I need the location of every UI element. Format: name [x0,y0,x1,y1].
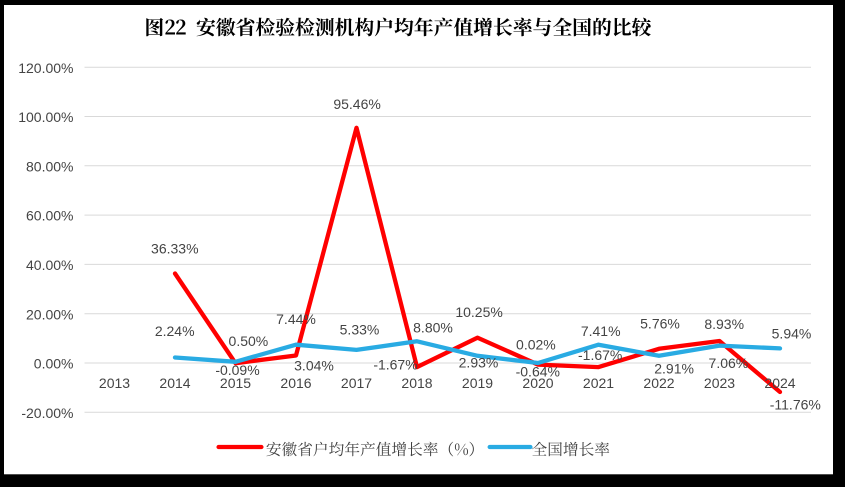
svg-text:7.44%: 7.44% [276,311,316,327]
svg-text:2023: 2023 [704,375,735,391]
svg-text:100.00%: 100.00% [18,109,73,125]
svg-text:95.46%: 95.46% [333,96,380,112]
svg-text:0.02%: 0.02% [516,336,556,352]
svg-text:2.24%: 2.24% [155,323,195,339]
svg-text:2016: 2016 [280,375,311,391]
svg-text:2015: 2015 [220,375,251,391]
svg-text:0.50%: 0.50% [229,333,269,349]
svg-text:60.00%: 60.00% [26,208,73,224]
svg-text:5.33%: 5.33% [340,322,380,338]
svg-text:-1.67%: -1.67% [373,356,417,372]
svg-text:7.06%: 7.06% [709,355,749,371]
svg-text:8.93%: 8.93% [704,316,744,332]
svg-text:-1.67%: -1.67% [578,347,622,363]
svg-text:8.80%: 8.80% [413,320,453,336]
svg-text:2013: 2013 [99,375,130,391]
svg-text:-20.00%: -20.00% [21,405,73,421]
svg-text:0.00%: 0.00% [34,356,74,372]
svg-text:2019: 2019 [462,375,493,391]
svg-text:2017: 2017 [341,375,372,391]
svg-text:2024: 2024 [764,375,795,391]
svg-text:80.00%: 80.00% [26,158,73,174]
svg-text:120.00%: 120.00% [18,60,73,76]
svg-text:-0.64%: -0.64% [516,363,560,379]
svg-text:5.94%: 5.94% [772,325,812,341]
svg-text:20.00%: 20.00% [26,306,73,322]
svg-text:5.76%: 5.76% [640,316,680,332]
svg-text:2018: 2018 [401,375,432,391]
svg-text:2.93%: 2.93% [459,354,499,370]
svg-text:-0.09%: -0.09% [215,362,259,378]
svg-text:40.00%: 40.00% [26,257,73,273]
svg-text:3.04%: 3.04% [294,358,334,374]
svg-text:36.33%: 36.33% [151,241,198,257]
svg-text:2014: 2014 [159,375,190,391]
svg-text:2021: 2021 [583,375,614,391]
svg-text:7.41%: 7.41% [581,323,621,339]
svg-text:2.91%: 2.91% [654,360,694,376]
svg-text:-11.76%: -11.76% [770,396,821,412]
svg-text:2022: 2022 [643,375,674,391]
svg-text:10.25%: 10.25% [455,304,502,320]
svg-text:2020: 2020 [522,375,553,391]
